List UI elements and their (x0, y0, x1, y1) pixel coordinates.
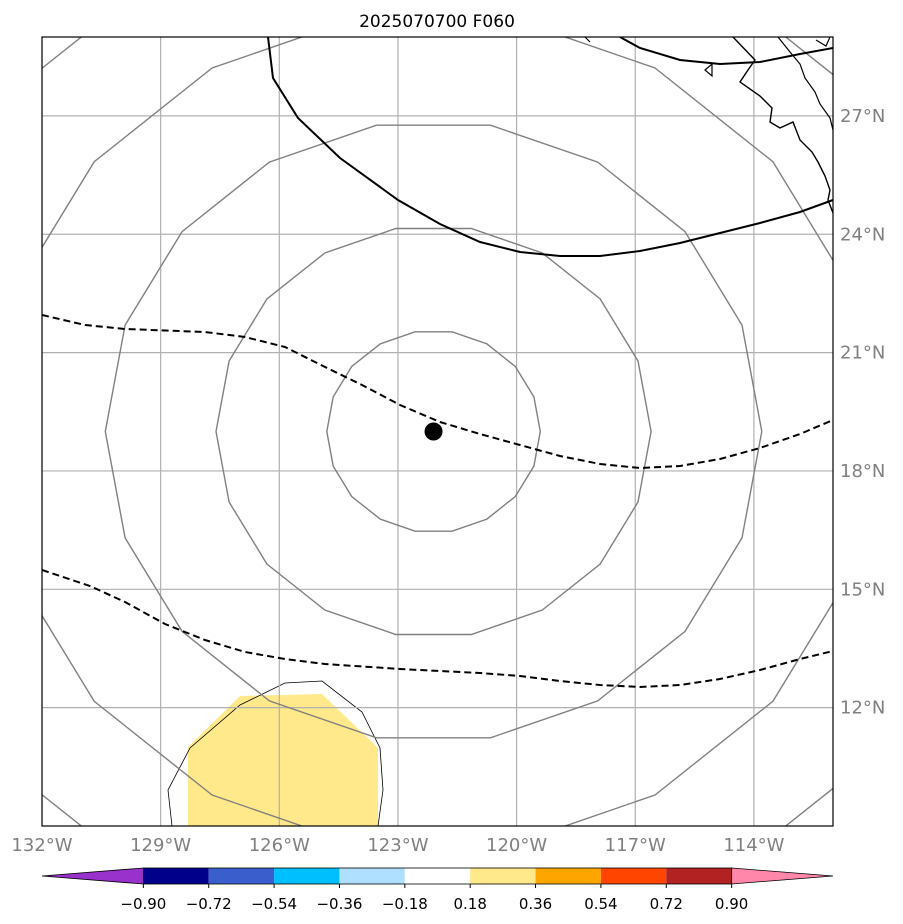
longitude-label: 120°W (486, 835, 547, 856)
colorbar-frame (142, 867, 733, 885)
solid-contour-line (267, 37, 833, 257)
island-outline (704, 62, 713, 78)
map-title: 2025070700 F060 (359, 12, 515, 32)
longitude-label: 114°W (723, 835, 784, 856)
colorbar-segment (274, 868, 340, 884)
latitude-label: 27°N (840, 106, 885, 127)
colorbar-tick-label: −0.90 (120, 895, 166, 913)
graticule (42, 37, 833, 826)
range-ring (104, 124, 763, 739)
colorbar-segment (208, 868, 275, 884)
colorbar-segment (404, 868, 471, 884)
colorbar-tick-label: 0.18 (453, 895, 486, 913)
latitude-label: 24°N (840, 224, 885, 245)
dashed-contour-line-lower (42, 569, 833, 689)
map-frame (41, 36, 834, 827)
colorbar-segment (470, 868, 536, 884)
colorbar-segment (143, 868, 209, 884)
colorbar-tick-label: 0.54 (584, 895, 617, 913)
colorbar-segment (666, 868, 732, 884)
colorbar-tick-label: 0.36 (519, 895, 552, 913)
range-ring (326, 331, 542, 532)
latitude-labels: 27°N 24°N 21°N 18°N 15°N 12°N (840, 106, 885, 719)
colorbar-segment (535, 868, 601, 884)
longitude-labels: 132°W 129°W 126°W 123°W 120°W 117°W 114°W (11, 835, 784, 856)
storm-center-marker (424, 422, 443, 441)
longitude-label: 123°W (367, 835, 428, 856)
island-outline (815, 37, 831, 47)
dashed-contour-line-upper (42, 314, 833, 470)
latitude-label: 21°N (840, 343, 885, 364)
island-outline (584, 37, 591, 43)
range-ring (215, 227, 652, 636)
longitude-label: 126°W (249, 835, 310, 856)
positive-anomaly-fill (188, 694, 378, 826)
longitude-label: 129°W (130, 835, 191, 856)
range-ring (42, 37, 833, 826)
colorbar-tick-label: 0.72 (650, 895, 683, 913)
colorbar-tick-label: −0.54 (251, 895, 297, 913)
colorbar-tick-label: −0.72 (186, 895, 232, 913)
colorbar-segment (339, 868, 405, 884)
longitude-label: 132°W (11, 835, 72, 856)
colorbar-tick-label: 0.90 (715, 895, 748, 913)
border-line (619, 37, 833, 66)
latitude-label: 12°N (840, 698, 885, 719)
coastline (732, 37, 833, 214)
longitude-label: 117°W (605, 835, 666, 856)
colorbar: −0.90 −0.72 −0.54 −0.36 −0.18 0.18 0.36 0.54 0.7… (41, 867, 834, 913)
coastline-peninsula (777, 37, 833, 131)
colorbar-under-extension (41, 867, 144, 885)
latitude-label: 18°N (840, 461, 885, 482)
latitude-label: 15°N (840, 579, 885, 600)
colorbar-segment (600, 868, 667, 884)
colorbar-tick-label: −0.18 (382, 895, 428, 913)
colorbar-over-extension (731, 867, 834, 885)
colorbar-tick-label: −0.36 (316, 895, 362, 913)
